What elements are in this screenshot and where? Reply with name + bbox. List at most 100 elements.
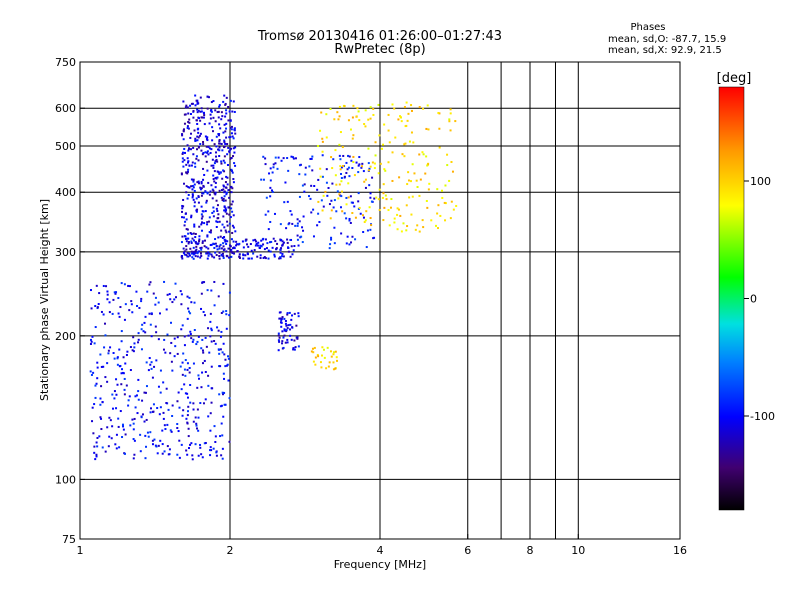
data-point <box>221 149 224 152</box>
data-point <box>155 359 158 362</box>
data-point <box>394 136 397 139</box>
data-point <box>186 295 189 298</box>
data-point <box>384 169 387 172</box>
data-point <box>129 369 132 372</box>
data-point <box>196 340 199 343</box>
data-point <box>101 446 104 449</box>
data-point <box>187 241 190 244</box>
data-point <box>255 240 258 243</box>
data-point <box>200 107 203 110</box>
data-point <box>301 184 304 187</box>
data-point <box>222 342 225 345</box>
data-point <box>222 131 225 134</box>
data-point <box>212 130 215 133</box>
data-point <box>151 376 154 379</box>
data-point <box>264 213 267 216</box>
data-point <box>183 224 186 227</box>
data-point <box>296 234 299 237</box>
data-point <box>198 235 201 238</box>
data-point <box>193 301 196 304</box>
data-point <box>265 196 268 199</box>
data-point <box>294 157 297 160</box>
data-point <box>222 100 225 103</box>
data-point <box>349 221 352 224</box>
data-point <box>223 139 226 142</box>
data-point <box>379 162 382 165</box>
data-point <box>281 252 284 255</box>
data-point <box>249 243 252 246</box>
data-point <box>118 348 121 351</box>
data-point <box>262 237 265 240</box>
data-point <box>210 229 213 232</box>
data-point <box>98 292 101 295</box>
data-point <box>176 453 179 456</box>
data-point <box>350 241 353 244</box>
data-point <box>264 238 267 241</box>
data-point <box>374 141 377 144</box>
data-point <box>206 289 209 292</box>
data-point <box>217 116 220 119</box>
data-point <box>157 301 160 304</box>
data-point <box>206 234 209 237</box>
data-point <box>149 323 152 326</box>
data-point <box>233 128 236 131</box>
data-point <box>232 181 235 184</box>
data-point <box>152 403 155 406</box>
data-point <box>212 210 215 213</box>
data-point <box>274 156 277 159</box>
data-point <box>120 340 123 343</box>
data-point <box>95 455 98 458</box>
data-point <box>210 289 213 292</box>
data-point <box>260 178 263 181</box>
data-point <box>192 250 195 253</box>
data-point <box>156 452 159 455</box>
data-point <box>223 209 226 212</box>
data-point <box>188 121 191 124</box>
data-point <box>329 243 332 246</box>
data-point <box>93 445 96 448</box>
data-point <box>358 206 361 209</box>
data-point <box>104 376 107 379</box>
data-point <box>284 181 287 184</box>
data-point <box>287 250 290 253</box>
data-point <box>197 136 200 139</box>
data-point <box>224 358 227 361</box>
data-point <box>321 346 324 349</box>
data-point <box>189 443 192 446</box>
data-point <box>330 238 333 241</box>
data-point <box>219 235 222 238</box>
data-point <box>206 235 209 238</box>
data-point <box>187 186 190 189</box>
data-point <box>145 418 148 421</box>
data-point <box>358 119 361 122</box>
data-point <box>185 191 188 194</box>
data-point <box>316 188 319 191</box>
data-point <box>165 308 168 311</box>
data-point <box>202 185 205 188</box>
data-point <box>182 205 185 208</box>
data-point <box>192 257 195 260</box>
data-point <box>189 104 192 107</box>
data-point <box>187 120 190 123</box>
data-point <box>450 160 453 163</box>
data-point <box>221 351 224 354</box>
data-point <box>199 132 202 135</box>
data-point <box>100 385 103 388</box>
data-point <box>328 203 331 206</box>
data-point <box>341 190 344 193</box>
data-point <box>202 351 205 354</box>
data-point <box>195 157 198 160</box>
data-point <box>369 192 372 195</box>
data-point <box>199 143 202 146</box>
data-point <box>187 160 190 163</box>
data-point <box>223 403 226 406</box>
data-point <box>222 372 225 375</box>
data-point <box>397 118 400 121</box>
data-point <box>136 304 139 307</box>
data-point <box>190 214 193 217</box>
data-point <box>182 165 185 168</box>
data-point <box>281 244 284 247</box>
data-point <box>316 224 319 227</box>
data-point <box>193 329 196 332</box>
data-point <box>185 171 188 174</box>
